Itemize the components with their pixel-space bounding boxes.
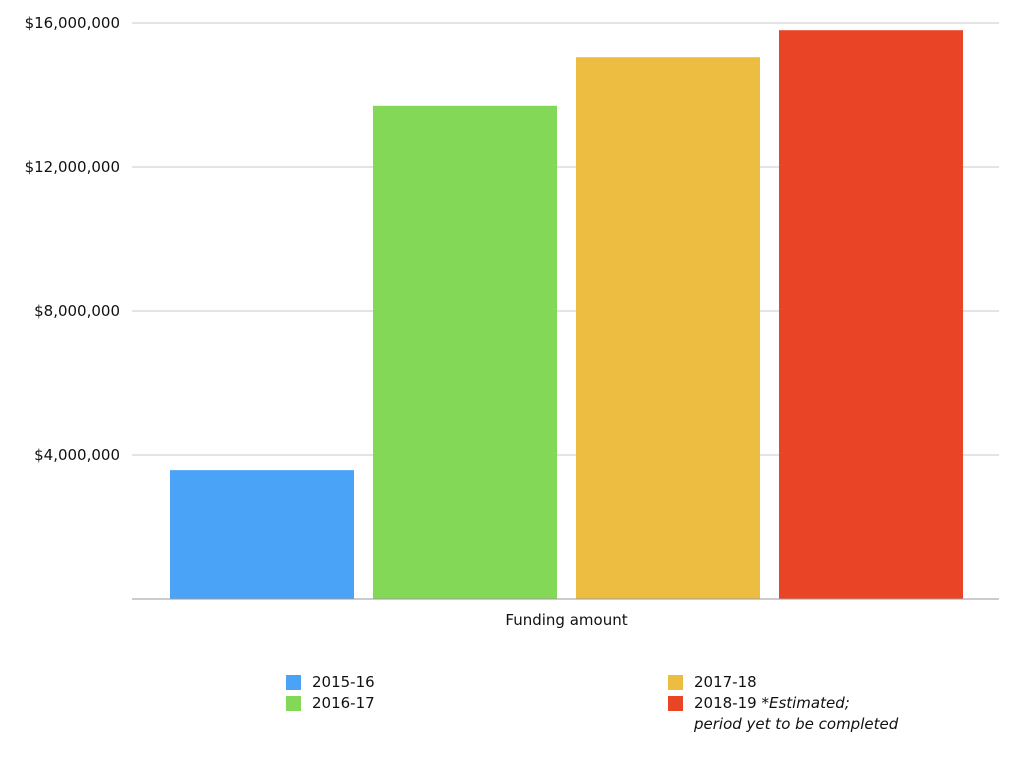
legend-right-column: 2017-18 2018-19 *Estimated; period yet t… [668,672,1024,735]
bar-2016-17 [373,105,557,600]
y-axis-ticks: $4,000,000 $8,000,000 $12,000,000 $16,000,0… [25,14,120,464]
legend-label-2017-18: 2017-18 [694,673,757,691]
y-tick-label: $16,000,000 [25,14,120,32]
bar-2015-16 [170,470,354,599]
bar-2017-18 [576,57,760,599]
x-axis: Funding amount [132,598,999,629]
legend-label-2016-17: 2016-17 [312,694,375,712]
y-tick-label: $8,000,000 [34,302,120,320]
legend-note-2018-19-line2: period yet to be completed [694,715,899,733]
legend-swatch-2017-18 [668,675,683,690]
legend-label-2018-19: 2018-19 [694,694,757,712]
legend-swatch-2016-17 [286,696,301,711]
legend-swatch-2015-16 [286,675,301,690]
legend-left-column: 2015-16 2016-17 [286,672,375,714]
y-tick-label: $4,000,000 [34,446,120,464]
legend-swatch-2018-19 [668,696,683,711]
legend-item-2015-16: 2015-16 [286,672,375,693]
bars [170,30,963,600]
legend-item-2018-19: 2018-19 *Estimated; period yet to be com… [668,693,1024,735]
bar-2018-19 [779,30,963,599]
legend-item-2016-17: 2016-17 [286,693,375,714]
y-tick-label: $12,000,000 [25,158,120,176]
legend-item-2017-18: 2017-18 [668,672,1024,693]
legend-label-2015-16: 2015-16 [312,673,375,691]
legend-note-2018-19: *Estimated; [761,694,850,712]
x-category-label: Funding amount [505,611,627,629]
